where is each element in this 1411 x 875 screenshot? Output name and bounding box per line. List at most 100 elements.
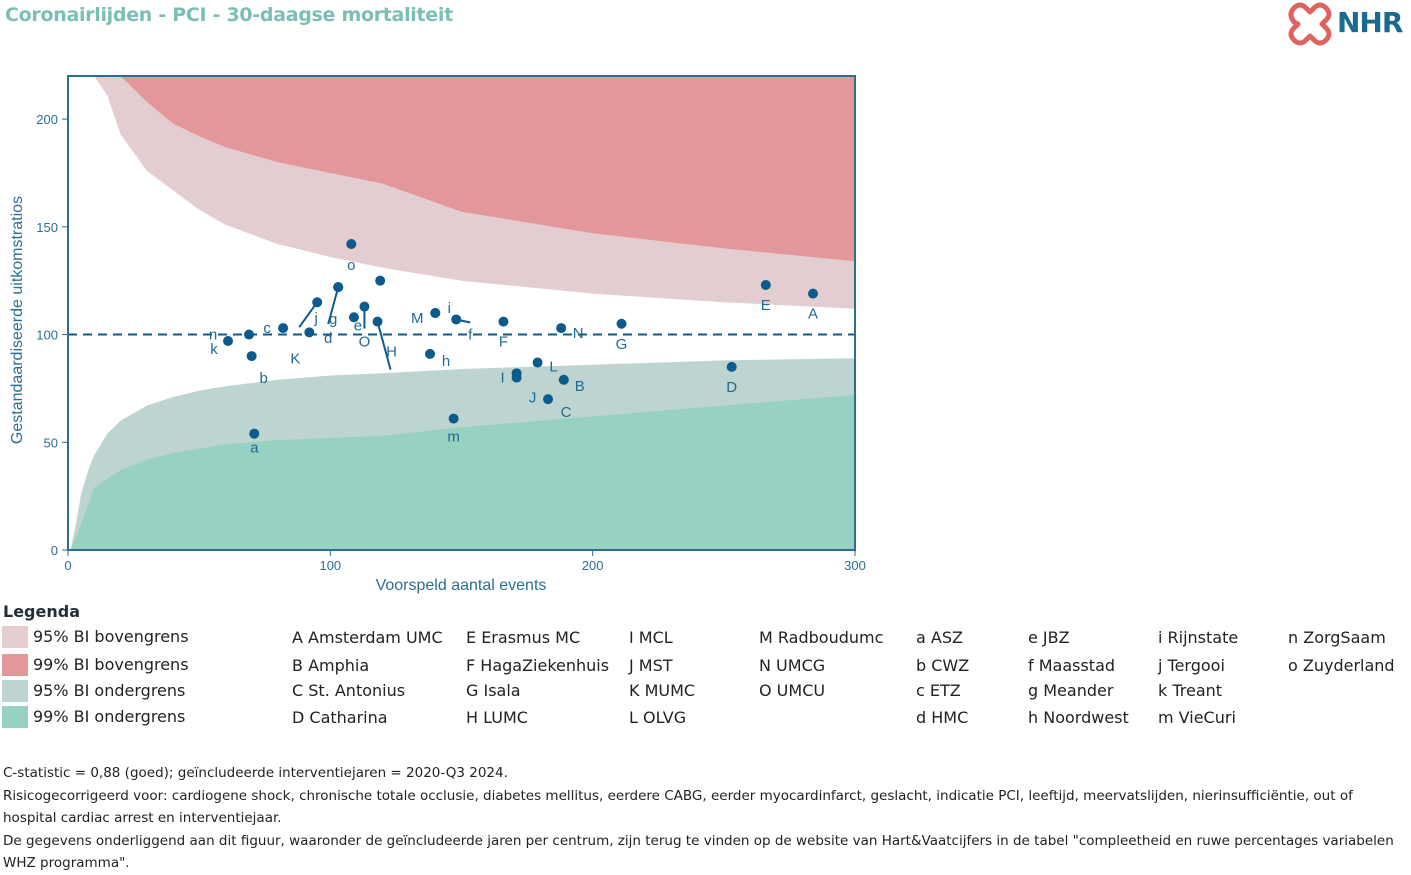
- legend-center-label: G Isala: [466, 681, 521, 700]
- data-point-a: [249, 428, 260, 439]
- data-point-O: [359, 301, 370, 312]
- legend-center-label: F HagaZiekenhuis: [466, 656, 610, 675]
- legend-center-label: d HMC: [916, 708, 969, 727]
- legend-center-label: A Amsterdam UMC: [292, 628, 443, 647]
- point-label-D: D: [726, 379, 737, 396]
- connector-line: [298, 301, 319, 328]
- point-label-E: E: [761, 297, 771, 314]
- footnote-c-statistic: C-statistic = 0,88 (goed); geïncludeerde…: [3, 765, 508, 781]
- point-label-M: M: [411, 310, 424, 327]
- y-tick-label: 100: [36, 328, 58, 343]
- legend-center-label: E Erasmus MC: [466, 628, 581, 647]
- point-label-C: C: [561, 404, 572, 421]
- x-tick-label: 200: [582, 558, 604, 573]
- data-point-C: [543, 394, 554, 405]
- data-point-f: [451, 314, 462, 325]
- point-label-F: F: [499, 334, 508, 351]
- legend-center-label: M Radboudumc: [759, 628, 884, 647]
- point-label-m: m: [447, 429, 460, 446]
- data-point-K: [304, 327, 315, 338]
- y-tick-label: 200: [36, 112, 58, 127]
- ci99-lower-band: [70, 394, 855, 550]
- data-point-i: [430, 308, 441, 318]
- point-label-H: H: [386, 344, 397, 361]
- data-point-g: [333, 282, 344, 293]
- point-label-d: d: [324, 330, 332, 347]
- legend-swatch: [2, 706, 28, 728]
- point-label-o: o: [347, 257, 355, 274]
- point-label-J: J: [529, 390, 537, 407]
- data-point-e: [348, 312, 359, 323]
- data-point-F: [498, 316, 509, 327]
- legend-center-label: C St. Antonius: [292, 681, 406, 700]
- y-axis-ticks: 0 50 100 150 200: [36, 112, 68, 558]
- point-label-G: G: [616, 336, 628, 353]
- x-tick-label: 0: [64, 558, 71, 573]
- data-point-m: [448, 413, 459, 424]
- y-tick-label: 0: [51, 543, 58, 558]
- data-point-c: [278, 323, 289, 334]
- legend-center-label: n ZorgSaam: [1288, 628, 1386, 647]
- data-points: A BC D E F G H I J K L M N Oa b c d e f g h i j k m n o: [209, 239, 818, 457]
- footnotes: C-statistic = 0,88 (goed); geïncludeerde…: [3, 762, 1408, 875]
- scatter-chart: A BC D E F G H I J K L M N Oa b c d e f g h i j k m n o 0 50 100 150 2…: [9, 75, 866, 594]
- y-tick-label: 50: [44, 435, 58, 450]
- x-axis-ticks: 0 100 200 300: [64, 550, 866, 573]
- legend-center-label: h Noordwest: [1028, 708, 1129, 727]
- data-point-l: [375, 275, 386, 286]
- legend-center-label: I MCL: [629, 628, 673, 647]
- legend-center-label: k Treant: [1158, 681, 1223, 700]
- y-tick-label: 150: [36, 220, 58, 235]
- legend-center-label: B Amphia: [292, 656, 370, 675]
- connector-line: [376, 321, 392, 370]
- legend-band-label: 99% BI ondergrens: [33, 707, 186, 726]
- y-axis-label: Gestandaardiseerde uitkomstratios: [9, 196, 26, 444]
- point-label-e: e: [354, 317, 362, 334]
- data-point-N: [556, 323, 567, 334]
- data-point-D: [726, 361, 737, 372]
- point-label-j: j: [314, 310, 318, 327]
- point-label-A: A: [808, 306, 818, 323]
- legend-center-label: c ETZ: [916, 681, 961, 700]
- data-point-E: [760, 279, 771, 290]
- plot-frame: [67, 75, 856, 551]
- data-point-j: [312, 297, 323, 308]
- point-label-N: N: [573, 325, 584, 342]
- data-point-B: [558, 374, 569, 385]
- legend-center-label: b CWZ: [916, 656, 970, 675]
- legend-title: Legenda: [3, 602, 80, 621]
- legend-center-label: o Zuyderland: [1288, 656, 1395, 675]
- connector-line: [327, 286, 340, 325]
- legend-center-label: L OLVG: [629, 708, 687, 727]
- point-label-K: K: [290, 350, 300, 367]
- x-tick-label: 100: [319, 558, 341, 573]
- data-point-H: [372, 316, 383, 327]
- legend-swatch: [2, 626, 28, 648]
- legend-band-label: 99% BI bovengrens: [33, 655, 189, 674]
- data-point-o: [346, 239, 357, 250]
- point-label-h: h: [442, 353, 450, 370]
- point-label-c: c: [263, 320, 271, 337]
- legend-swatch: [2, 680, 28, 702]
- legend-center-label: J MST: [629, 656, 673, 675]
- page-title: Coronairlijden - PCI - 30-daagse mortali…: [5, 4, 453, 26]
- point-label-g: g: [329, 311, 337, 328]
- legend-center-label: H LUMC: [466, 708, 528, 727]
- x-axis-label: Voorspeld aantal events: [376, 577, 547, 594]
- legend-center-label: f Maasstad: [1028, 656, 1116, 675]
- legend-center-label: N UMCG: [759, 656, 826, 675]
- logo-text: NHR: [1337, 6, 1403, 39]
- data-point-L: [532, 357, 543, 368]
- point-label-k: k: [210, 341, 218, 358]
- legend-center-label: m VieCuri: [1158, 708, 1236, 727]
- ci99-upper-band: [120, 76, 855, 262]
- point-label-B: B: [575, 378, 585, 395]
- legend-center-label: e JBZ: [1028, 628, 1070, 647]
- data-point-h: [425, 348, 436, 359]
- nhr-logo-icon: [1288, 2, 1332, 46]
- point-label-L: L: [549, 359, 557, 376]
- data-point-k: [223, 336, 234, 347]
- point-label-O: O: [359, 334, 371, 351]
- legend-center-label: j Tergooi: [1158, 656, 1225, 675]
- legend-center-label: g Meander: [1028, 681, 1114, 700]
